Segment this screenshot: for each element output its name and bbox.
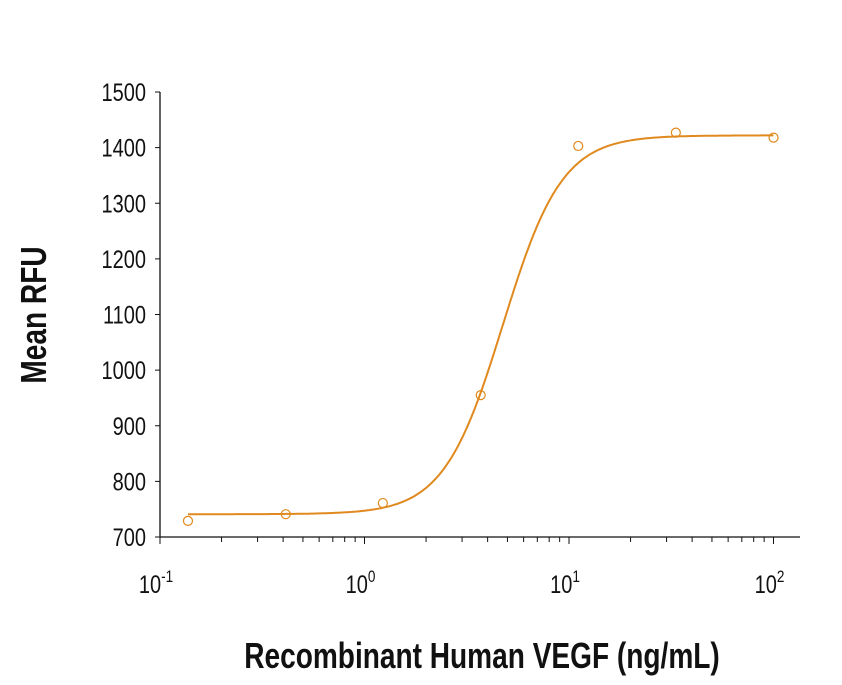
y-tick-label: 1100	[103, 301, 146, 329]
y-tick-label: 800	[113, 468, 146, 496]
y-tick-label: 900	[113, 413, 146, 441]
data-point	[475, 390, 486, 401]
data-point	[768, 132, 779, 143]
x-tick-label: 100	[346, 568, 376, 599]
fit-curve	[188, 134, 774, 516]
x-tick-label: 102	[755, 568, 785, 599]
data-point	[182, 515, 194, 526]
axes: 700 800 900 1000 1100 1200 1300 1400 1500 10-1 100…	[102, 79, 800, 599]
data-point	[670, 127, 681, 138]
y-tick-label: 700	[113, 524, 146, 552]
y-tick-label: 1400	[102, 135, 146, 163]
x-tick-label: 10-1	[139, 568, 173, 599]
x-tick-label: 101	[550, 568, 580, 599]
data-point	[280, 509, 291, 520]
data-point	[377, 497, 388, 509]
y-tick-label: 1200	[102, 246, 146, 274]
y-tick-label: 1300	[102, 190, 146, 218]
x-axis-label: Recombinant Human VEGF (ng/mL)	[244, 636, 720, 676]
y-tick-label: 1500	[102, 79, 146, 107]
y-axis-label: Mean RFU	[14, 246, 54, 383]
data-point	[573, 140, 584, 152]
y-tick-label: 1000	[102, 357, 146, 385]
